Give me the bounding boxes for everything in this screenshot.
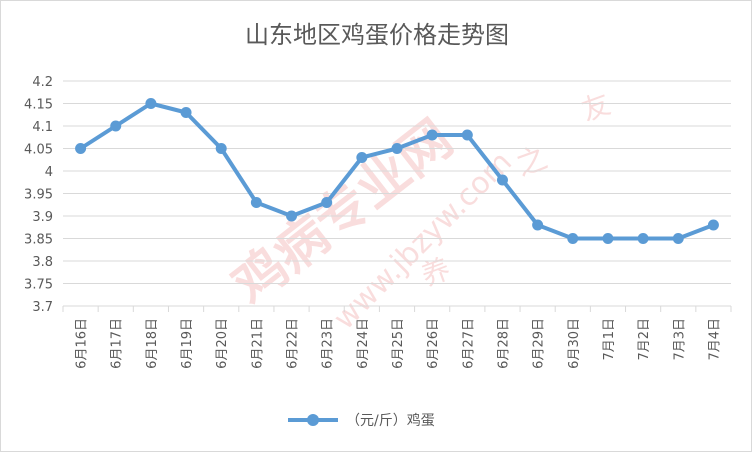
y-tick-label: 3.7 — [32, 300, 53, 315]
x-tick-label: 6月27日 — [461, 318, 476, 369]
y-tick-label: 3.95 — [24, 188, 53, 203]
x-tick-label: 7月4日 — [707, 318, 722, 361]
data-point — [356, 152, 368, 163]
data-point — [145, 98, 157, 109]
x-tick-label: 6月21日 — [250, 318, 265, 369]
y-tick-label: 3.75 — [24, 278, 53, 293]
data-point — [602, 233, 614, 244]
x-tick-label: 6月17日 — [110, 318, 125, 369]
x-tick-label: 6月25日 — [391, 318, 406, 369]
data-point — [461, 129, 473, 141]
data-point — [391, 143, 403, 154]
legend-label: （元/斤）鸡蛋 — [346, 412, 435, 429]
watermark-text-char-3: 友 — [577, 87, 615, 128]
x-tick-label: 6月16日 — [75, 318, 90, 369]
x-tick-label: 7月3日 — [672, 318, 687, 361]
y-tick-label: 4.2 — [32, 75, 53, 90]
x-tick-label: 7月1日 — [602, 318, 617, 361]
x-tick-label: 6月22日 — [286, 318, 301, 369]
y-tick-label: 4.05 — [24, 143, 53, 158]
x-tick-label: 6月20日 — [215, 318, 230, 369]
data-point — [286, 210, 298, 222]
data-point — [75, 143, 87, 154]
y-tick-label: 4.1 — [32, 120, 53, 135]
data-point — [110, 120, 122, 132]
y-axis: 3.7 3.75 3.8 3.85 3.9 3.95 4 4.05 4.1 4.15 4.2 — [24, 75, 53, 315]
legend-point-marker — [307, 414, 319, 426]
data-point — [426, 129, 438, 141]
data-point — [672, 233, 684, 244]
watermark-text-char-1: 之 — [512, 140, 552, 183]
x-tick-label: 7月2日 — [637, 318, 652, 361]
x-tick-label: 6月29日 — [532, 318, 547, 369]
legend: （元/斤）鸡蛋 — [288, 412, 435, 429]
y-tick-label: 4 — [45, 165, 53, 180]
chart-title: 山东地区鸡蛋价格走势图 — [245, 21, 509, 49]
series-group — [75, 98, 719, 244]
data-point — [707, 219, 719, 231]
data-point — [321, 197, 333, 208]
data-point — [637, 233, 649, 244]
data-point — [567, 233, 579, 244]
x-tick-label: 6月30日 — [567, 318, 582, 369]
y-tick-label: 3.85 — [24, 233, 53, 248]
data-point — [250, 197, 262, 208]
x-tick-label: 6月24日 — [356, 318, 371, 369]
x-tick-label: 6月28日 — [496, 318, 511, 369]
y-tick-label: 4.15 — [24, 98, 53, 113]
data-point — [496, 174, 508, 186]
y-tick-label: 3.9 — [32, 210, 53, 225]
grid — [63, 80, 731, 307]
x-tick-label: 6月18日 — [145, 318, 160, 369]
x-tick-label: 6月19日 — [180, 318, 195, 369]
data-point — [180, 107, 192, 118]
y-tick-label: 3.8 — [32, 255, 53, 270]
data-point — [215, 143, 227, 154]
data-point — [532, 219, 544, 231]
x-tick-label: 6月26日 — [426, 318, 441, 369]
x-axis: 6月16日 6月17日 6月18日 6月19日 6月20日 6月21日 6月22日 6月23日… — [62, 306, 732, 369]
x-tick-label: 6月23日 — [321, 318, 336, 369]
